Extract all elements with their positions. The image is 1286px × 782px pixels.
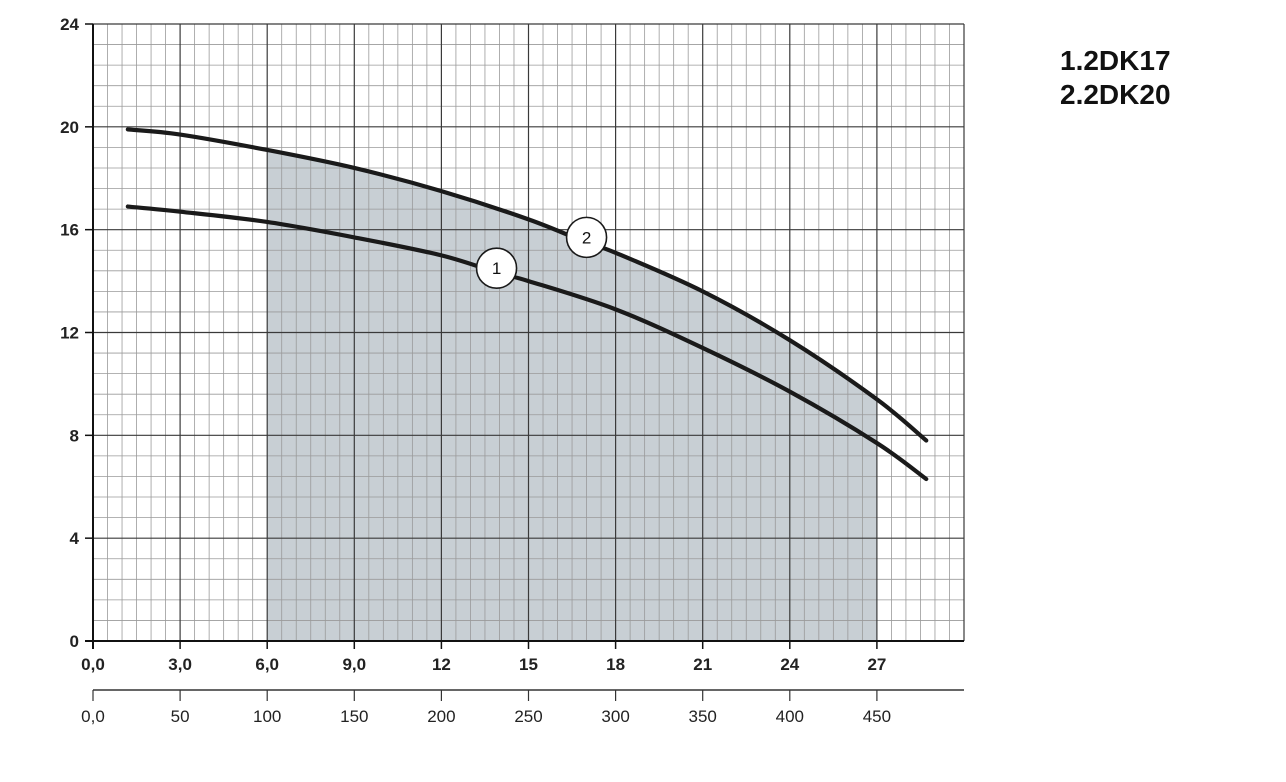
curve-label-text: 1 — [492, 259, 501, 278]
y-tick-label: 24 — [60, 15, 79, 34]
x-tick-label: 9,0 — [342, 655, 366, 674]
y-tick-label: 16 — [60, 221, 79, 240]
secondary-x-tick-label: 100 — [253, 707, 281, 726]
x-tick-label: 18 — [606, 655, 625, 674]
series-lines — [125, 127, 929, 482]
legend-model-2: 2.2DK20 — [1060, 79, 1171, 110]
secondary-x-tick-label: 0,0 — [81, 707, 105, 726]
curve-label-text: 2 — [582, 228, 591, 247]
x-tick-label: 21 — [693, 655, 712, 674]
secondary-x-tick-label: 400 — [776, 707, 804, 726]
curve-labels: 12 — [475, 216, 608, 290]
curve-label-circle — [475, 247, 518, 290]
x-tick-label: 3,0 — [168, 655, 192, 674]
secondary-x-tick-label: 200 — [427, 707, 455, 726]
x-tick-label: 27 — [867, 655, 886, 674]
x-tick-label: 6,0 — [255, 655, 279, 674]
x-tick-label: 0,0 — [81, 655, 105, 674]
legend-model-1: 1.2DK17 — [1060, 45, 1171, 76]
series-line-1 — [125, 204, 929, 482]
y-tick-label: 20 — [60, 118, 79, 137]
secondary-x-tick-label: 350 — [689, 707, 717, 726]
y-tick-label: 8 — [70, 426, 79, 445]
major-gridlines — [93, 23, 965, 641]
series-line-2 — [125, 127, 929, 443]
x-tick-label: 24 — [780, 655, 799, 674]
y-tick-label: 4 — [70, 529, 80, 548]
y-tick-label: 0 — [70, 632, 79, 651]
curve-label-circle — [565, 216, 608, 259]
secondary-x-tick-label: 50 — [171, 707, 190, 726]
secondary-x-tick-label: 150 — [340, 707, 368, 726]
secondary-x-tick-label: 250 — [514, 707, 542, 726]
model-legend: 1.2DK17 2.2DK20 — [1060, 44, 1171, 112]
x-tick-label: 15 — [519, 655, 538, 674]
secondary-x-tick-label: 450 — [863, 707, 891, 726]
x-tick-label: 12 — [432, 655, 451, 674]
secondary-x-tick-label: 300 — [601, 707, 629, 726]
y-tick-label: 12 — [60, 324, 79, 343]
